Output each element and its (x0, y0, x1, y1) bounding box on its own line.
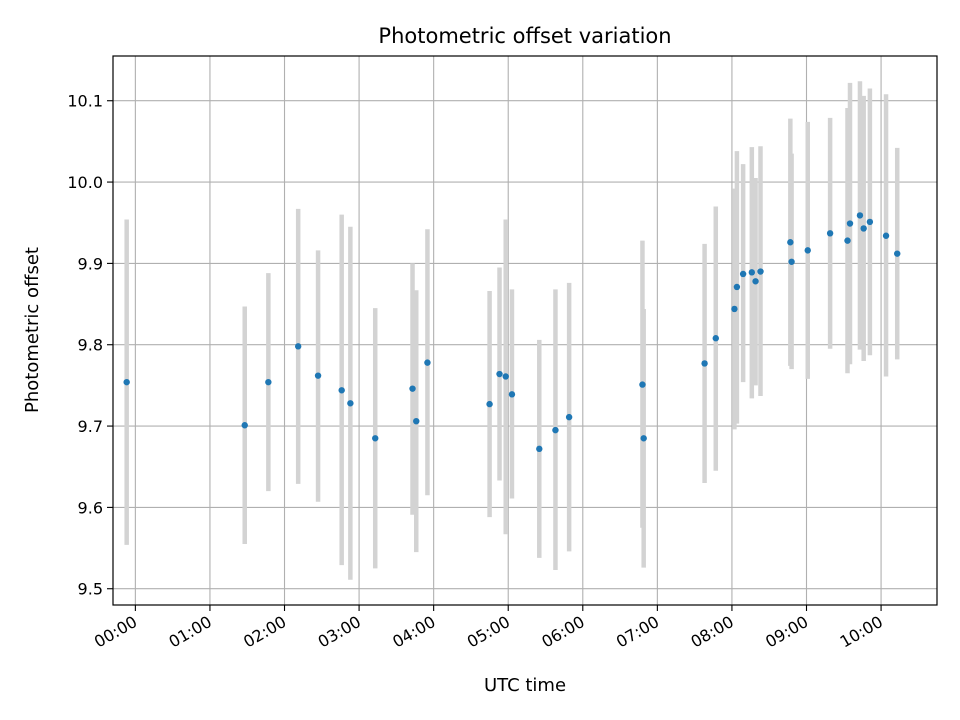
data-point (894, 250, 901, 257)
y-tick-label: 9.5 (78, 580, 103, 599)
data-point (712, 335, 719, 342)
y-axis-ticks: 9.5 9.6 9.7 9.8 9.9 10.0 10.1 (67, 92, 113, 599)
data-point (640, 435, 647, 442)
data-point (787, 239, 794, 246)
data-point (265, 378, 272, 386)
data-point (826, 230, 834, 237)
data-point (804, 247, 811, 254)
data-point (424, 359, 431, 366)
data-point (701, 360, 708, 367)
y-tick-label: 9.8 (78, 336, 103, 355)
y-tick-label: 9.6 (78, 498, 103, 517)
data-point (496, 370, 503, 378)
data-point (241, 422, 248, 429)
data-point (882, 232, 890, 239)
data-point (314, 372, 322, 379)
data-point (565, 413, 573, 421)
data-point (502, 373, 509, 380)
data-point (866, 218, 874, 226)
data-point (372, 435, 379, 442)
data-point (536, 445, 543, 453)
data-point (757, 268, 764, 275)
x-axis-label: UTC time (484, 675, 566, 696)
data-point (294, 343, 302, 350)
chart-title: Photometric offset variation (378, 24, 671, 48)
y-tick-label: 10.1 (67, 92, 103, 111)
data-point (846, 220, 854, 227)
plot-frame (112, 55, 938, 606)
data-point (731, 305, 738, 313)
data-point (123, 378, 130, 386)
data-point (739, 270, 747, 278)
data-point (409, 385, 416, 392)
data-point (413, 417, 420, 425)
data-point (752, 278, 759, 285)
data-point (639, 381, 646, 388)
data-point (860, 225, 867, 232)
data-point (508, 391, 516, 398)
grid (113, 56, 937, 605)
data-point (347, 400, 354, 407)
data-point (788, 258, 795, 265)
data-point (844, 237, 851, 244)
y-tick-label: 9.9 (78, 254, 103, 273)
y-tick-label: 10.0 (67, 173, 103, 192)
data-point (338, 387, 345, 394)
data-point (856, 212, 864, 219)
y-axis-label: Photometric offset (22, 247, 43, 413)
data-point (552, 426, 559, 434)
y-tick-label: 9.7 (78, 417, 103, 436)
data-points (123, 212, 901, 453)
data-point (733, 283, 741, 291)
data-point (486, 400, 493, 408)
data-point (748, 269, 756, 276)
